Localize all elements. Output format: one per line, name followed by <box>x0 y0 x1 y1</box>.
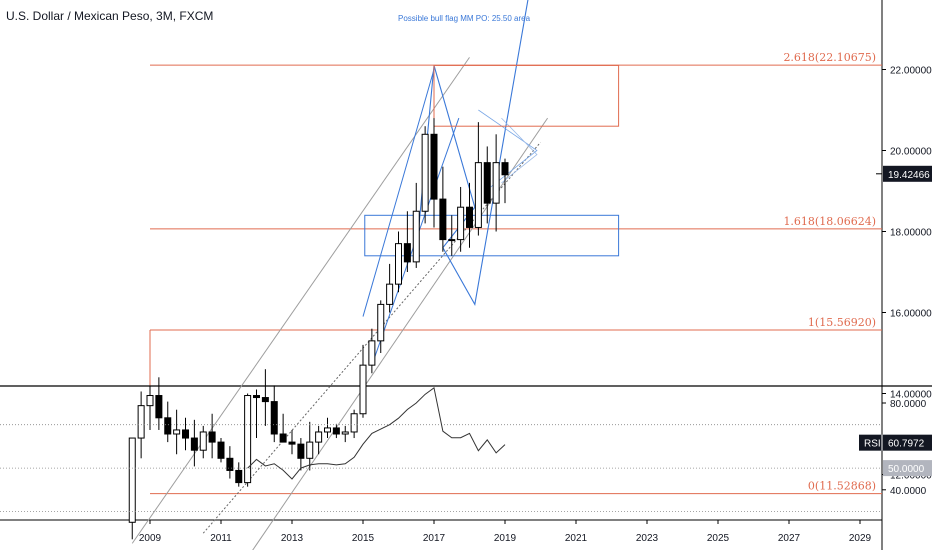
fib-level-label: 1(15.56920) <box>808 316 876 329</box>
time-tick-label: 2015 <box>352 533 375 544</box>
support-zone-box <box>364 214 620 257</box>
candle-down <box>270 401 278 435</box>
time-tick-label: 2019 <box>494 533 517 544</box>
candle-up <box>306 441 314 459</box>
time-tick-label: 2013 <box>281 533 304 544</box>
price-axis[interactable]: 26.0000024.0000022.0000020.0000018.00000… <box>859 0 932 550</box>
rsi-tick-label: 40.0000 <box>890 486 927 497</box>
candle-up <box>350 413 358 433</box>
candle-down <box>332 427 340 435</box>
candle-up <box>395 243 402 285</box>
price-tick-label: 16.00000 <box>890 309 932 320</box>
candle-down <box>430 133 438 200</box>
candle-up <box>341 431 349 435</box>
rsi-level-badge <box>883 460 932 477</box>
time-tick-label: 2021 <box>565 533 588 544</box>
candle-up <box>368 340 376 366</box>
time-tick-label: 2023 <box>636 533 659 544</box>
candle-up <box>474 162 482 228</box>
candle-up <box>244 395 252 484</box>
candle-up <box>448 239 456 242</box>
candle-up <box>315 431 323 443</box>
time-tick-label: 2029 <box>849 533 872 544</box>
candle-down <box>403 243 411 263</box>
channel-lower-line <box>252 117 549 550</box>
candle-down <box>253 395 260 399</box>
candle-down <box>297 443 305 459</box>
chart-title: U.S. Dollar / Mexican Peso, 3M, FXCM <box>6 9 213 23</box>
price-tick-label: 18.00000 <box>890 228 932 239</box>
rsi-pane[interactable] <box>0 386 882 512</box>
candle-down <box>164 417 172 435</box>
candle-up <box>457 206 465 241</box>
candle-down <box>466 206 473 228</box>
candle-down <box>182 429 189 439</box>
candle-down <box>439 198 447 241</box>
candle-up <box>412 210 420 263</box>
fib-retracement[interactable]: 2.618(22.10675) 1.618(18.06624) 1(15.56920… <box>149 51 882 495</box>
pattern-annotation: Possible bull flag MM PO: 25.50 area <box>398 14 531 23</box>
candle-down <box>226 457 234 471</box>
resistance-zone-box <box>433 64 620 127</box>
rsi-tick-label: 80.0000 <box>890 399 927 410</box>
candle-up <box>173 429 181 435</box>
candle-up <box>359 364 367 415</box>
candle-up <box>377 303 385 342</box>
candle-down <box>288 441 296 445</box>
rsi-tick-label: 50.0000 <box>888 464 925 475</box>
rsi-line <box>247 386 506 480</box>
candle-up <box>492 162 500 204</box>
candle-down <box>190 437 198 451</box>
candle-up <box>324 427 331 433</box>
candle-down <box>217 441 225 459</box>
pennant-inner-outline <box>501 117 538 184</box>
fib-level-label: 2.618(22.10675) <box>783 51 876 64</box>
time-tick-label: 2025 <box>707 533 730 544</box>
candle-up <box>386 283 394 305</box>
rsi-value-label: 60.7972 <box>888 439 925 450</box>
channel-upper-line <box>131 57 470 544</box>
time-tick-label: 2027 <box>778 533 801 544</box>
time-tick-label: 2017 <box>423 533 446 544</box>
fib-level-label: 1.618(18.06624) <box>783 215 876 228</box>
rsi-value-badge <box>859 434 932 451</box>
price-tick-label: 14.00000 <box>890 390 932 401</box>
candle-series[interactable] <box>128 118 509 540</box>
candle-down <box>279 433 287 443</box>
time-tick-label: 2009 <box>139 533 162 544</box>
candle-up <box>146 395 154 407</box>
candle-up <box>421 133 429 212</box>
current-price-badge <box>883 165 932 182</box>
fib-level-label: 0(11.52868) <box>808 480 876 493</box>
candle-up <box>128 437 136 523</box>
candle-down <box>155 395 163 419</box>
candle-down <box>501 162 509 176</box>
candle-up <box>137 405 145 439</box>
current-price-label: 19.42466 <box>888 170 930 181</box>
drawing-tools[interactable] <box>131 0 620 550</box>
price-tick-label: 20.00000 <box>890 147 932 158</box>
candle-up <box>199 431 207 451</box>
price-tick-label: 22.00000 <box>890 66 932 77</box>
candle-down <box>483 162 491 204</box>
candle-down <box>261 397 269 403</box>
time-tick-label: 2011 <box>210 533 232 544</box>
candle-down <box>235 469 243 484</box>
candle-down <box>208 431 216 443</box>
rsi-name-label: RSI <box>864 439 881 450</box>
time-axis[interactable]: 2009 2011 2013 2015 2017 2019 2021 2023 2025 2027… <box>139 520 872 544</box>
blue-channel-upper-line <box>362 69 435 317</box>
